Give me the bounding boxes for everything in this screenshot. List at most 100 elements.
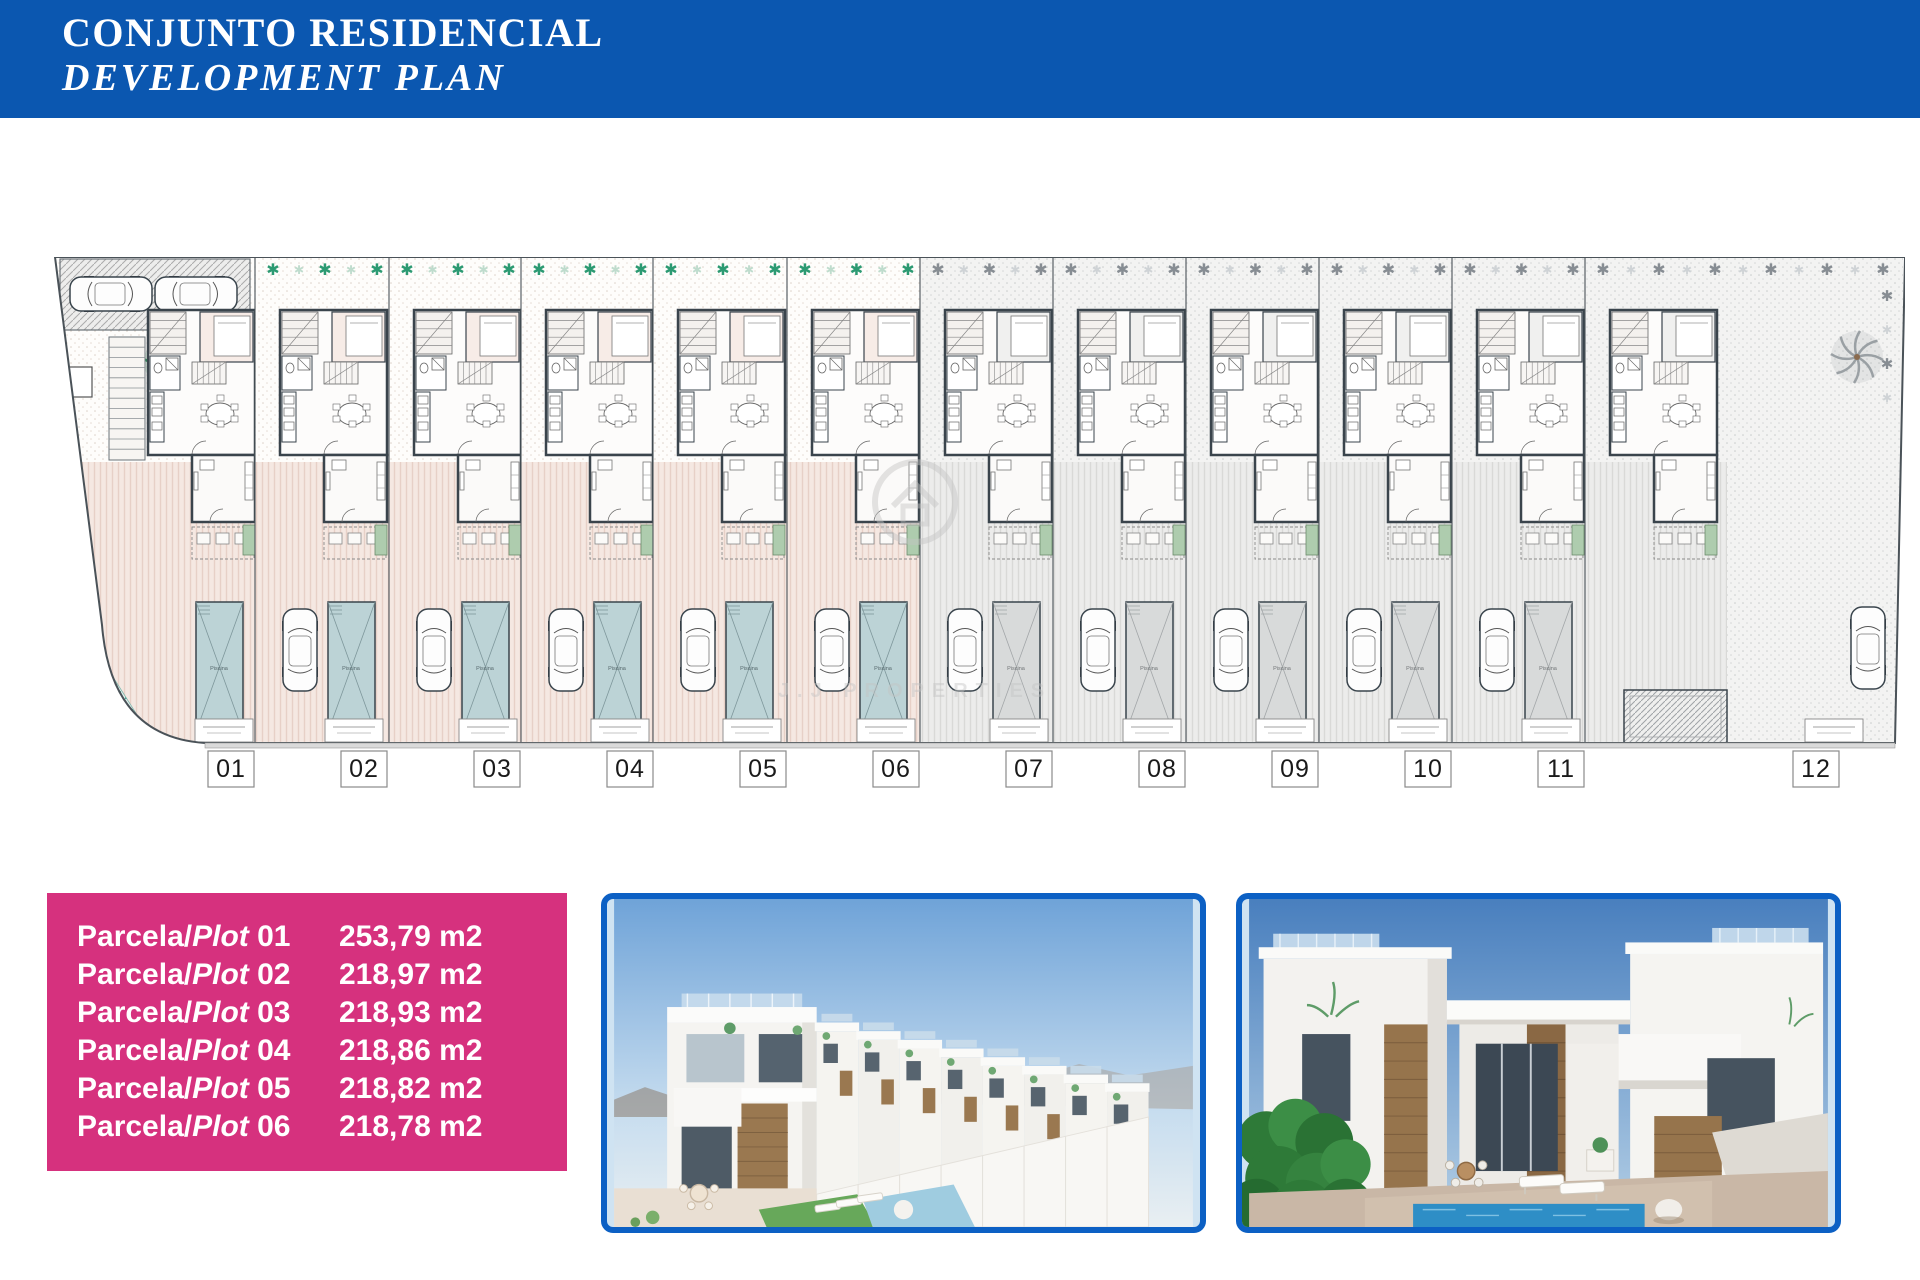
svg-text:✱: ✱ [1409, 263, 1419, 277]
pergola-seating [457, 524, 522, 560]
svg-text:✱: ✱ [931, 262, 944, 279]
villa-receding [1022, 1057, 1069, 1227]
plot-unit-06: ✱ ✱ ✱ ✱ ✱ Piscina [787, 258, 921, 743]
svg-text:✱: ✱ [1708, 262, 1721, 279]
svg-text:11: 11 [1547, 755, 1575, 783]
svg-text:Piscina: Piscina [1273, 666, 1292, 672]
plot-label: Parcela/Plot 03 [77, 996, 291, 1029]
svg-text:05: 05 [748, 755, 778, 783]
pergola-seating [1653, 524, 1718, 560]
driveway-entry [1388, 718, 1448, 743]
svg-text:✱: ✱ [692, 263, 702, 277]
swimming-pool: Piscina [1125, 601, 1174, 733]
pergola-seating [589, 524, 654, 560]
svg-text:✱: ✱ [1167, 262, 1180, 279]
swimming-pool: Piscina [1524, 601, 1573, 733]
svg-text:✱: ✱ [1882, 323, 1892, 337]
svg-text:Piscina: Piscina [608, 666, 627, 672]
svg-text:✱: ✱ [798, 262, 811, 279]
patio-table-set [679, 1183, 719, 1211]
pergola-seating [191, 524, 256, 560]
plot-table: Parcela/Plot 01 253,79 m2 Parcela/Plot 02 2… [47, 893, 567, 1171]
svg-text:✱: ✱ [959, 263, 969, 277]
driveway-entry [989, 718, 1049, 743]
house-floorplan [810, 308, 921, 524]
villa-center-entrance [1446, 1000, 1631, 1194]
svg-text:Piscina: Piscina [874, 666, 893, 672]
plot-unit-04: ✱ ✱ ✱ ✱ ✱ Piscina [521, 258, 655, 743]
svg-text:✱: ✱ [610, 263, 620, 277]
plot-table-row-06: Parcela/Plot 06 218,78 m2 [77, 1108, 567, 1146]
pergola-seating [1121, 524, 1186, 560]
house-floorplan [278, 308, 389, 524]
plot-area-value: 218,78 m2 [339, 1110, 483, 1143]
plot-number-label-10: 10 [1404, 750, 1452, 788]
pergola-seating [1387, 524, 1452, 560]
header-title-line2: DEVELOPMENT PLAN [62, 57, 506, 99]
swimming-pool: Piscina [992, 601, 1041, 733]
render-photo-2 [1236, 893, 1841, 1233]
svg-text:✱: ✱ [826, 263, 836, 277]
svg-text:✱: ✱ [1850, 263, 1860, 277]
plot-label: Parcela/Plot 02 [77, 958, 291, 991]
svg-text:12: 12 [1801, 755, 1831, 783]
render-photo-1 [601, 893, 1206, 1233]
palm-tree-icon [1830, 330, 1884, 384]
house-floorplan [1475, 308, 1586, 524]
svg-text:✱: ✱ [1764, 262, 1777, 279]
plot-unit-01: Piscina [55, 258, 257, 743]
pool-float [893, 1199, 914, 1220]
garage [1623, 689, 1728, 743]
house-floorplan [676, 308, 787, 524]
svg-text:Piscina: Piscina [1406, 666, 1425, 672]
svg-text:09: 09 [1280, 755, 1310, 783]
front-pool [862, 1184, 975, 1227]
svg-text:✱: ✱ [1515, 262, 1528, 279]
car-top-view [1850, 606, 1886, 690]
villa-receding [1105, 1074, 1150, 1227]
driveway-entry [590, 718, 650, 743]
svg-text:Piscina: Piscina [476, 666, 495, 672]
svg-text:✱: ✱ [427, 263, 437, 277]
patio-furniture [1444, 1137, 1615, 1201]
svg-text:✱: ✱ [266, 262, 279, 279]
plot-unit-07: ✱ ✱ ✱ ✱ ✱ Piscina [920, 258, 1054, 743]
svg-text:✱: ✱ [1738, 263, 1748, 277]
svg-text:Piscina: Piscina [1007, 666, 1026, 672]
site-plan: Piscina ✱ ✱ ✱ ✱ ✱ Piscina ✱ ✱ ✱ ✱ ✱ Piscina ✱ ✱ ✱ ✱ ✱ Pisc… [45, 257, 1905, 790]
plot-number-label-08: 08 [1138, 750, 1186, 788]
svg-text:✱: ✱ [768, 262, 781, 279]
pergola-seating [1254, 524, 1319, 560]
pergola-seating [721, 524, 786, 560]
swimming-pool: Piscina [859, 601, 908, 733]
car-top-view [282, 608, 318, 692]
svg-text:Piscina: Piscina [1539, 666, 1558, 672]
svg-text:✱: ✱ [1034, 262, 1047, 279]
pool-sculpture [1655, 1199, 1683, 1221]
svg-text:Piscina: Piscina [210, 666, 229, 672]
plot-unit-10: ✱ ✱ ✱ ✱ ✱ Piscina [1319, 258, 1453, 743]
svg-text:✱: ✱ [583, 262, 596, 279]
svg-text:✱: ✱ [1652, 262, 1665, 279]
plot-unit-02: ✱ ✱ ✱ ✱ ✱ Piscina [255, 258, 389, 743]
pergola-seating [1520, 524, 1585, 560]
driveway-entry [1122, 718, 1182, 743]
house-floorplan [943, 308, 1054, 524]
house-floorplan [1209, 308, 1320, 524]
villa-receding [1063, 1065, 1109, 1227]
svg-text:✱: ✱ [1596, 262, 1609, 279]
swimming-pool: Piscina [461, 601, 510, 733]
house-floorplan [544, 308, 655, 524]
driveway-entry [194, 718, 254, 743]
pergola-seating [855, 524, 920, 560]
svg-text:✱: ✱ [1276, 263, 1286, 277]
house-floorplan [1342, 308, 1453, 524]
svg-text:✱: ✱ [1010, 263, 1020, 277]
svg-text:✱: ✱ [1330, 262, 1343, 279]
driveway-entry [1255, 718, 1315, 743]
svg-text:✱: ✱ [318, 262, 331, 279]
svg-text:✱: ✱ [877, 263, 887, 277]
pool [1413, 1203, 1645, 1227]
plot-label: Parcela/Plot 05 [77, 1072, 291, 1105]
car-top-view [814, 608, 850, 692]
